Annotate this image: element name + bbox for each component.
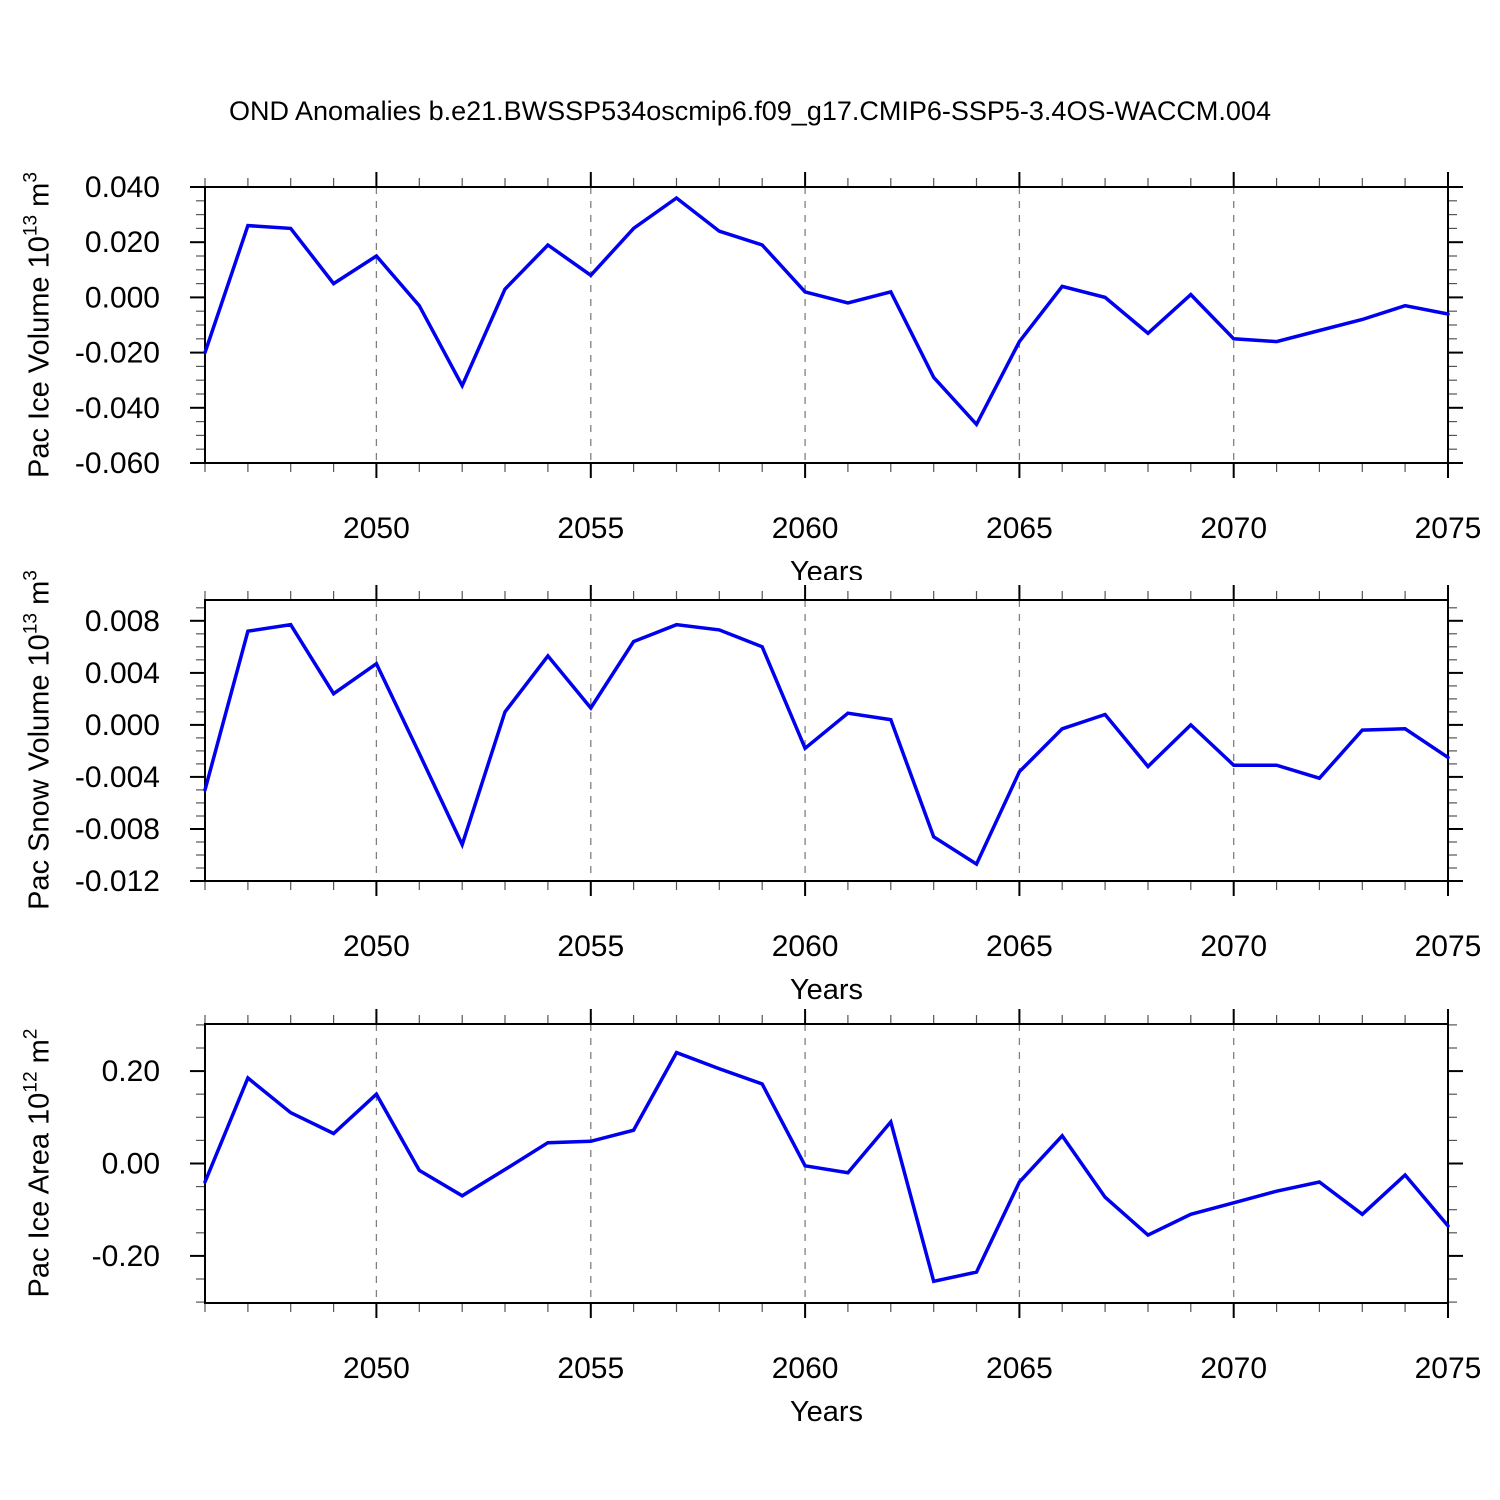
y-tick-label: -0.060 — [75, 447, 160, 480]
x-tick-label: 2055 — [557, 1352, 624, 1385]
x-tick-label: 2065 — [986, 930, 1053, 963]
x-tick-label: 2060 — [772, 1352, 839, 1385]
x-tick-label: 2070 — [1200, 930, 1267, 963]
pac-ice-volume-plot: 0.040 0.020 0.000 -0.020 -0.040 -0.060 2050 205… — [75, 171, 1482, 580]
x-tick-label: 2070 — [1200, 1352, 1267, 1385]
x-tick-label: 2060 — [772, 512, 839, 545]
x-tick-label: 2070 — [1200, 512, 1267, 545]
y-tick-label: 0.004 — [85, 657, 160, 690]
series-line — [203, 1050, 1450, 1284]
x-tick-label: 2055 — [557, 930, 624, 963]
y-tick-label: 0.000 — [85, 281, 160, 314]
x-tick-label: 2050 — [343, 512, 410, 545]
x-axis-title: Years — [790, 556, 863, 580]
x-tick-label: 2060 — [772, 930, 839, 963]
x-tick-label: 2055 — [557, 512, 624, 545]
y-tick-label: -0.020 — [75, 337, 160, 370]
y-tick-label: 0.00 — [102, 1148, 160, 1181]
y-tick-label: -0.004 — [75, 761, 160, 794]
y-tick-label: 0.040 — [85, 171, 160, 204]
x-tick-label: 2075 — [1415, 1352, 1482, 1385]
y-tick-label: 0.000 — [85, 709, 160, 742]
series-line — [203, 622, 1450, 867]
y-tick-label: 0.008 — [85, 605, 160, 638]
y-tick-label: 0.20 — [102, 1055, 160, 1088]
y-tick-label: -0.040 — [75, 392, 160, 425]
y-tick-label: -0.20 — [92, 1240, 160, 1273]
y-tick-label: -0.008 — [75, 813, 160, 846]
pac-ice-area-plot: 0.20 0.00 -0.20 2050 2055 2060 2065 2070 2075 Yea… — [92, 1009, 1482, 1428]
series-line — [203, 195, 1450, 428]
x-axis-title: Years — [790, 1396, 863, 1428]
pac-snow-volume-plot: 0.008 0.004 0.000 -0.004 -0.008 -0.012 2050 205… — [75, 585, 1482, 1006]
x-tick-label: 2075 — [1415, 930, 1482, 963]
x-tick-label: 2075 — [1415, 512, 1482, 545]
x-tick-label: 2050 — [343, 930, 410, 963]
y-tick-label: -0.012 — [75, 865, 160, 898]
x-axis-title: Years — [790, 974, 863, 1006]
y-tick-label: 0.020 — [85, 226, 160, 259]
x-tick-label: 2065 — [986, 1352, 1053, 1385]
plot-frame — [204, 1023, 1449, 1304]
x-tick-label: 2065 — [986, 512, 1053, 545]
figure-title: OND Anomalies b.e21.BWSSP534oscmip6.f09_… — [229, 96, 1271, 126]
plot-frame — [204, 186, 1449, 464]
x-tick-label: 2050 — [343, 1352, 410, 1385]
plot-frame — [204, 599, 1449, 882]
